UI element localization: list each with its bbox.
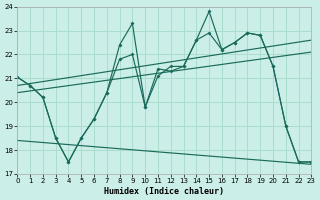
X-axis label: Humidex (Indice chaleur): Humidex (Indice chaleur) (104, 187, 224, 196)
